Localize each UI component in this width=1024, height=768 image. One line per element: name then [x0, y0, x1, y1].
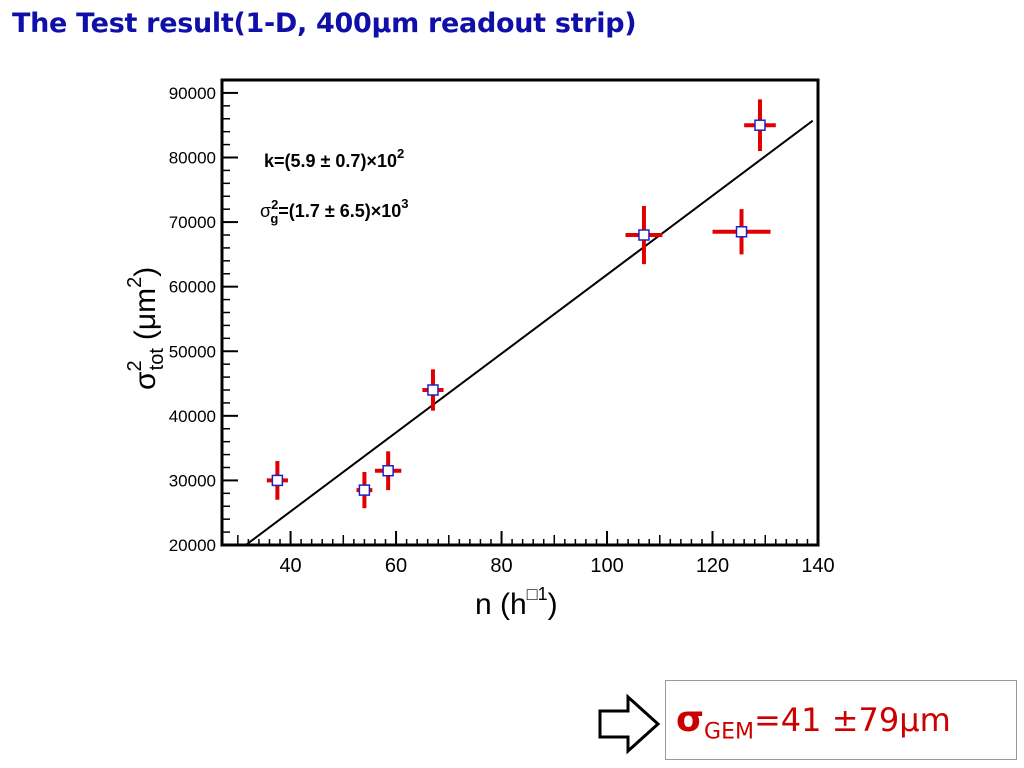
y-tick-label: 90000 — [169, 84, 216, 103]
data-point — [422, 369, 444, 411]
data-point — [356, 472, 373, 509]
fit-sigma-annotation: σ2 g=(1.7 ± 6.5)×103 — [260, 196, 409, 226]
fit-k-annotation: k=(5.9 ± 0.7)×102 — [264, 146, 404, 171]
result-value: =41 ±79μm — [753, 701, 951, 739]
data-point — [266, 461, 288, 500]
y-tick-label: 50000 — [169, 342, 216, 361]
x-tick-label: 120 — [696, 555, 729, 577]
y-tick-label: 30000 — [169, 471, 216, 490]
data-point — [712, 209, 771, 255]
right-arrow-icon — [598, 693, 661, 755]
point-marker — [358, 484, 371, 496]
sigma-gem-result: σGEM=41 ±79μm — [676, 699, 951, 744]
x-tick-label: 140 — [801, 555, 834, 577]
point-marker — [735, 226, 748, 238]
y-axis-label: σ2tot(μm2) — [124, 267, 168, 390]
fit-line — [245, 119, 814, 546]
x-axis-label: n (h□1) — [475, 584, 558, 621]
x-tick-label: 60 — [385, 555, 407, 577]
point-marker — [754, 119, 766, 131]
gem-subscript: GEM — [704, 719, 754, 745]
y-tick-label: 40000 — [169, 407, 216, 426]
slide-title: The Test result(1-D, 400μm readout strip… — [12, 8, 637, 39]
y-tick-label: 20000 — [169, 536, 216, 555]
result-box: σGEM=41 ±79μm — [665, 680, 1017, 760]
data-point — [625, 205, 663, 265]
y-tick-label: 80000 — [169, 149, 216, 168]
data-point — [744, 99, 776, 152]
scatter-chart: 40 60 80 100 120 140 20000 30000 40000 50000 60000… — [124, 78, 835, 621]
sigma-symbol: σ — [676, 699, 705, 740]
point-marker — [271, 474, 284, 487]
y-tick-label: 70000 — [169, 213, 216, 232]
point-marker — [382, 464, 394, 477]
point-marker — [638, 229, 650, 241]
y-tick-label: 60000 — [169, 278, 216, 297]
x-tick-label: 40 — [279, 555, 301, 577]
data-point — [374, 451, 402, 491]
point-marker — [427, 384, 439, 396]
x-tick-label: 80 — [490, 555, 512, 577]
x-tick-label: 100 — [590, 555, 623, 577]
plot-frame — [220, 78, 820, 547]
